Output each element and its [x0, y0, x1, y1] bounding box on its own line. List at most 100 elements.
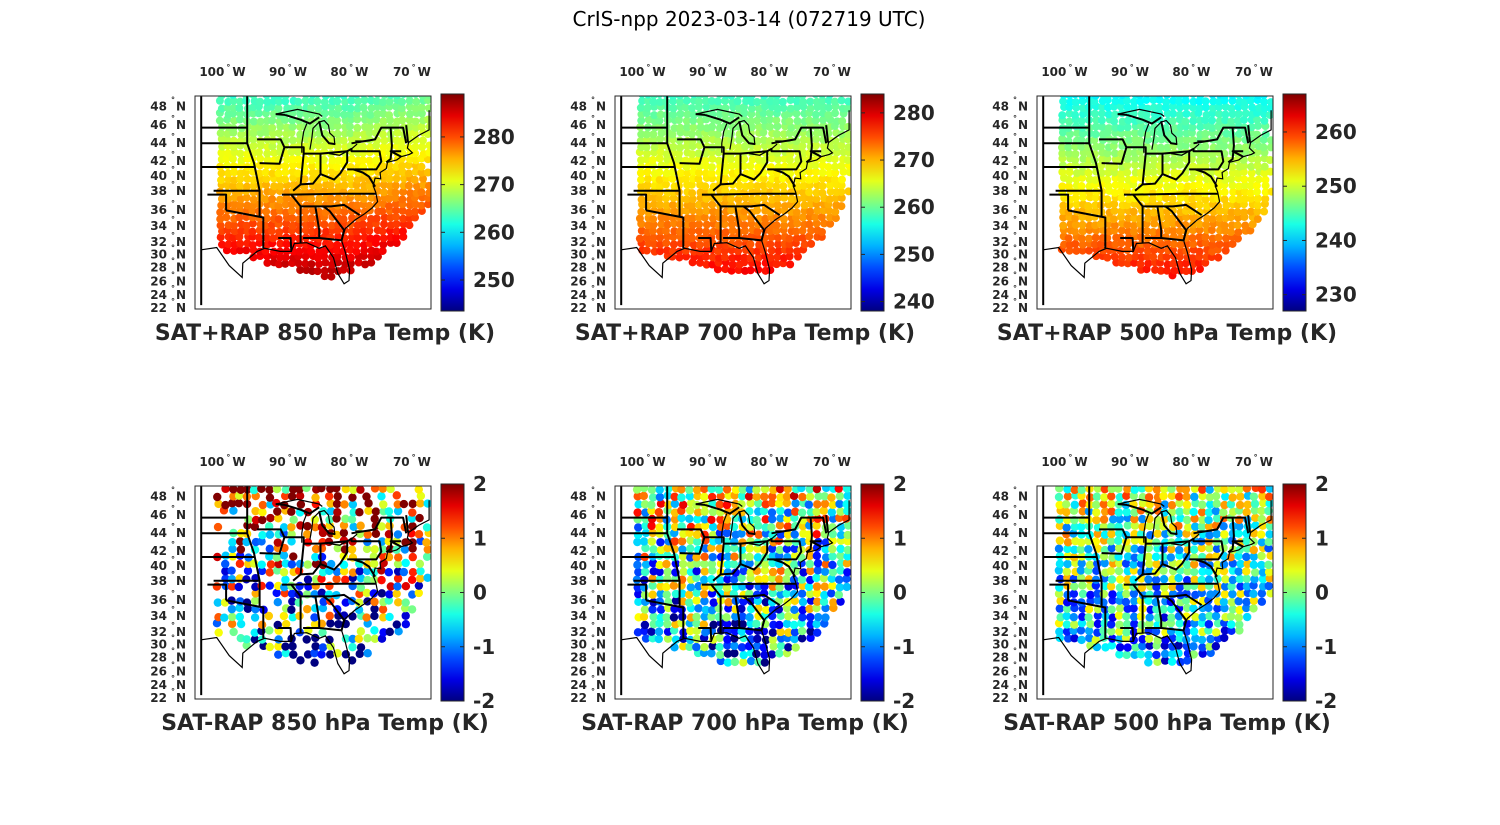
state-line	[1049, 193, 1070, 211]
svg-text:°: °	[171, 150, 175, 159]
sounding-dot	[813, 566, 823, 575]
lat-tick-label: 44 ° N	[570, 132, 606, 150]
svg-text:N: N	[176, 260, 186, 274]
sounding-dot	[650, 143, 659, 152]
sounding-dot	[281, 619, 291, 629]
svg-text:N: N	[1018, 678, 1028, 692]
sounding-dot	[334, 96, 342, 99]
sounding-dot	[333, 142, 342, 151]
sounding-dot	[1144, 214, 1153, 223]
panel-sat-minus-rap-850: 100 ° W 90 ° W 80 ° W 70 ° W48 ° N46 ° N44 ° N42 ° N40 ° N38 °…	[150, 453, 495, 736]
sounding-dot	[371, 507, 381, 516]
sounding-dot	[785, 252, 794, 261]
sounding-dot	[1159, 522, 1168, 531]
sounding-dot	[265, 626, 274, 635]
sounding-dot	[1205, 642, 1214, 651]
sounding-dot	[315, 247, 324, 256]
sounding-dot	[1122, 612, 1131, 621]
sounding-dot	[780, 142, 789, 151]
sounding-dot	[1123, 129, 1132, 138]
sounding-dot	[654, 507, 664, 517]
sounding-dot	[281, 168, 290, 177]
svg-text:°: °	[171, 589, 175, 598]
sounding-dot	[235, 181, 244, 190]
sounding-dot	[401, 611, 410, 620]
state-line	[1161, 205, 1188, 242]
sounding-dot	[1064, 143, 1073, 152]
sounding-dot	[648, 226, 657, 235]
sounding-dot	[385, 181, 394, 190]
sounding-dot	[378, 207, 387, 216]
sounding-dot	[700, 521, 710, 530]
sounding-dot	[242, 182, 251, 191]
sounding-dot	[258, 507, 267, 517]
state-line	[740, 540, 769, 571]
sounding-dot	[694, 175, 703, 184]
sounding-dot	[228, 154, 237, 163]
sounding-dot	[1130, 521, 1140, 530]
sounding-dot	[844, 187, 851, 196]
lat-tick-label: 46 ° N	[570, 114, 606, 132]
sounding-dot	[332, 486, 341, 493]
sounding-dot	[230, 168, 239, 177]
sounding-dot	[819, 506, 828, 515]
sounding-dot	[1123, 168, 1132, 177]
sounding-dot	[1194, 258, 1203, 267]
sounding-field	[635, 96, 851, 275]
svg-text:°: °	[591, 660, 595, 669]
sounding-dot	[373, 109, 382, 118]
sounding-dot	[302, 635, 311, 644]
svg-text:°: °	[171, 660, 175, 669]
sounding-dot	[1143, 162, 1152, 171]
sounding-dot	[1242, 597, 1251, 607]
sounding-dot	[826, 219, 835, 228]
sounding-dot	[1099, 626, 1108, 635]
panel-title: SAT-RAP 700 hPa Temp (K)	[581, 711, 909, 736]
sounding-dot	[288, 214, 297, 223]
sounding-dot	[1123, 544, 1133, 553]
sounding-dot	[640, 605, 650, 614]
sounding-dot	[723, 627, 733, 636]
sounding-dot	[1214, 233, 1223, 242]
sounding-dot	[346, 253, 355, 262]
sounding-dot	[213, 492, 222, 502]
lat-tick-label: 38 ° N	[992, 570, 1028, 588]
sounding-dot	[1227, 582, 1236, 591]
coastline	[729, 119, 756, 150]
sounding-dot	[1098, 122, 1107, 131]
sounding-dot	[266, 513, 275, 523]
sounding-dot	[1135, 96, 1144, 100]
sounding-dot	[1160, 656, 1170, 665]
sounding-dot	[707, 486, 716, 494]
sounding-dot	[702, 227, 711, 236]
lat-tick-label: 34 ° N	[992, 215, 1028, 233]
sounding-dot	[798, 521, 808, 531]
sounding-dot	[1175, 634, 1185, 643]
sounding-dot	[834, 486, 843, 493]
svg-text:°: °	[1013, 199, 1017, 208]
sounding-dot	[820, 499, 830, 509]
sounding-dot	[1062, 604, 1072, 613]
svg-text:42: 42	[570, 154, 587, 168]
sounding-dot	[737, 545, 747, 554]
sounding-dot	[237, 156, 246, 165]
sounding-dot	[1189, 96, 1197, 98]
sounding-dot	[1188, 103, 1197, 112]
coastline	[775, 138, 795, 142]
colorbar-tick-label: -2	[473, 689, 495, 713]
sounding-dot	[221, 551, 230, 560]
sounding-dot	[263, 258, 272, 267]
sounding-dot	[392, 589, 401, 598]
sounding-dot	[1125, 136, 1134, 145]
svg-text:°: °	[1013, 540, 1017, 549]
svg-text:N: N	[176, 609, 186, 623]
colorbar-tick-label: 270	[473, 173, 515, 197]
svg-text:N: N	[176, 136, 186, 150]
sounding-dot	[836, 566, 845, 575]
sounding-dot	[370, 626, 379, 635]
svg-text:90: 90	[269, 455, 286, 469]
sounding-dot	[746, 596, 756, 606]
svg-text:N: N	[1018, 100, 1028, 114]
sounding-dot	[752, 98, 761, 107]
sounding-dot	[334, 619, 343, 629]
